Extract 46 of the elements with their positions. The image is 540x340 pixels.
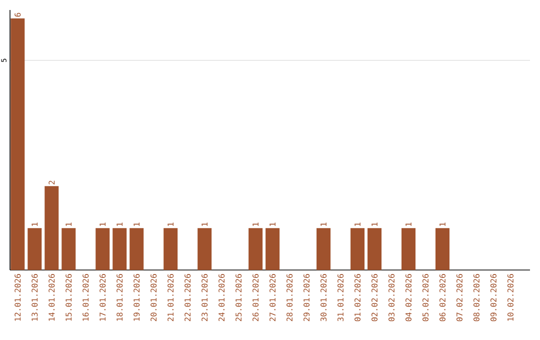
data-label: 1 xyxy=(134,222,140,226)
x-tick-label: 08.02.2026 xyxy=(473,274,480,322)
x-tick-label: 24.01.2026 xyxy=(218,274,225,322)
x-tick-label: 27.01.2026 xyxy=(270,274,276,322)
data-label: 6 xyxy=(14,12,21,17)
x-tick-label: 20.01.2026 xyxy=(150,274,157,322)
data-label: 1 xyxy=(32,222,38,226)
x-tick-label: 07.02.2026 xyxy=(456,274,463,322)
x-tick-label: 12.01.2026 xyxy=(14,274,21,321)
x-tick-label: 26.01.2026 xyxy=(252,274,259,322)
x-tick-label: 14.01.2026 xyxy=(48,274,55,321)
x-tick-label: 03.02.2026 xyxy=(388,274,395,322)
x-tick-label: 15.01.2026 xyxy=(66,274,72,321)
x-tick-label: 05.02.2026 xyxy=(422,274,429,322)
x-tick-label: 19.01.2026 xyxy=(134,274,140,321)
x-tick-label: 31.01.2026 xyxy=(337,274,344,322)
x-tick-label: 21.01.2026 xyxy=(168,274,174,322)
x-tick-label: 30.01.2026 xyxy=(320,274,327,322)
data-label: 1 xyxy=(202,222,208,226)
x-tick-label: 01.02.2026 xyxy=(354,274,361,322)
data-label: 1 xyxy=(66,222,72,226)
data-label: 2 xyxy=(48,180,55,184)
data-label: 1 xyxy=(116,222,123,226)
data-label: 1 xyxy=(372,222,378,226)
x-tick-label: 09.02.2026 xyxy=(490,274,496,322)
x-tick-label: 28.01.2026 xyxy=(286,274,293,322)
x-tick-label: 10.02.2026 xyxy=(507,274,514,321)
data-label: 1 xyxy=(440,222,446,226)
x-tick-label: 02.02.2026 xyxy=(371,274,378,322)
data-label: 1 xyxy=(406,222,412,226)
x-tick-label: 16.01.2026 xyxy=(82,274,89,321)
x-tick-label: 29.01.2026 xyxy=(304,274,310,322)
data-label: 1 xyxy=(320,222,326,226)
data-label: 1 xyxy=(252,222,258,226)
x-tick-label: 13.01.2026 xyxy=(32,274,38,321)
data-label: 1 xyxy=(168,222,174,226)
x-tick-label: 22.01.2026 xyxy=(184,274,191,322)
x-tick-label: 25.01.2026 xyxy=(236,274,242,322)
x-tick-label: 17.01.2026 xyxy=(100,274,106,321)
x-tick-label: 06.02.2026 xyxy=(439,274,446,322)
x-tick-label: 04.02.2026 xyxy=(405,274,412,322)
x-tick-label: 18.01.2026 xyxy=(116,274,123,321)
data-label: 1 xyxy=(270,222,276,226)
data-label: 1 xyxy=(354,222,360,226)
x-tick-label: 23.01.2026 xyxy=(202,274,208,322)
data-label: 1 xyxy=(100,222,106,226)
